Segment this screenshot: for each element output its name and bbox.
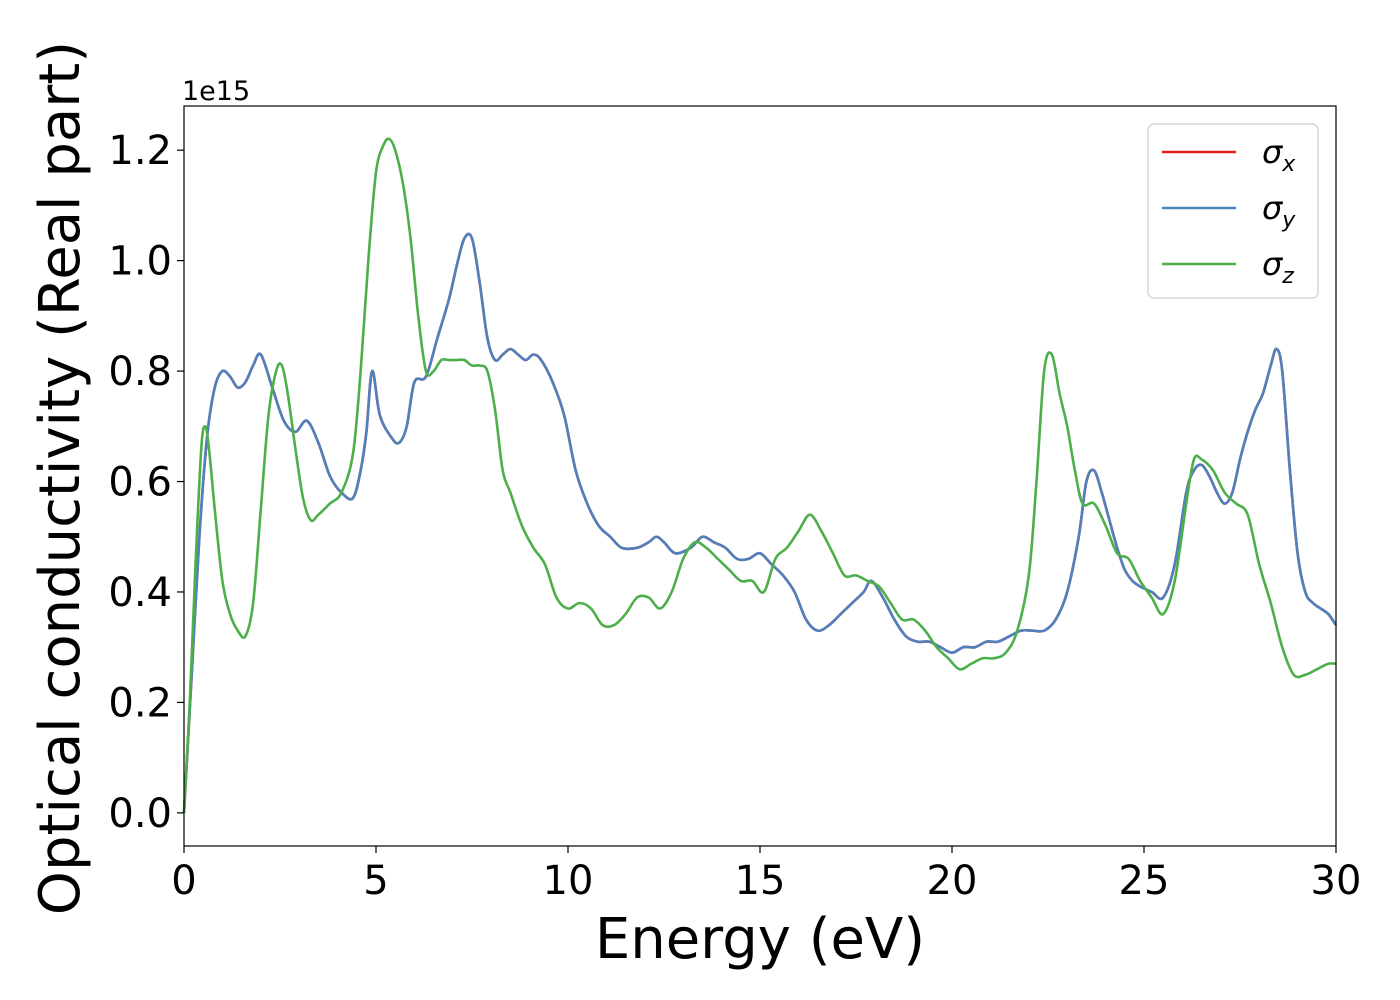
x-tick-label: 0 [171, 858, 196, 904]
legend-subscript: y [1281, 208, 1296, 233]
x-axis-title: Energy (eV) [595, 907, 925, 972]
legend-label-sigma-y: σy [1262, 189, 1296, 233]
tick-layer: 0 5 10 15 20 25 30 0.0 0.2 0.4 0.6 0.8 1.0 1.2 [108, 128, 1361, 904]
legend-symbol: σ [1262, 245, 1284, 283]
legend-subscript: x [1281, 152, 1296, 177]
x-tick-label: 5 [363, 858, 388, 904]
series-layer [182, 137, 1338, 813]
y-tick-label: 0.4 [108, 570, 172, 616]
x-tick-label: 30 [1311, 858, 1362, 904]
y-tick-label: 0.8 [108, 349, 172, 395]
x-tick-label: 25 [1119, 858, 1170, 904]
y-tick-label: 0.2 [108, 680, 172, 726]
y-tick-label: 1.0 [108, 239, 172, 285]
y-axis-title: Optical conductivity (Real part) [28, 41, 93, 915]
x-tick-label: 15 [735, 858, 786, 904]
series-line-sigma-z [182, 137, 1337, 813]
x-tick-label: 10 [543, 858, 594, 904]
legend-label-sigma-z: σz [1262, 245, 1294, 289]
series-line-sigma-y [182, 232, 1338, 813]
y-tick-label: 1.2 [108, 128, 172, 174]
x-tick-label: 20 [927, 858, 978, 904]
legend-box [1147, 123, 1319, 299]
legend-label-sigma-x: σx [1262, 133, 1296, 177]
y-tick-label: 0.0 [108, 791, 172, 837]
legend-symbol: σ [1262, 189, 1284, 227]
legend-subscript: z [1281, 264, 1294, 289]
legend-symbol: σ [1262, 133, 1284, 171]
y-tick-label: 0.6 [108, 460, 172, 506]
y-offset-label: 1e15 [182, 76, 250, 107]
